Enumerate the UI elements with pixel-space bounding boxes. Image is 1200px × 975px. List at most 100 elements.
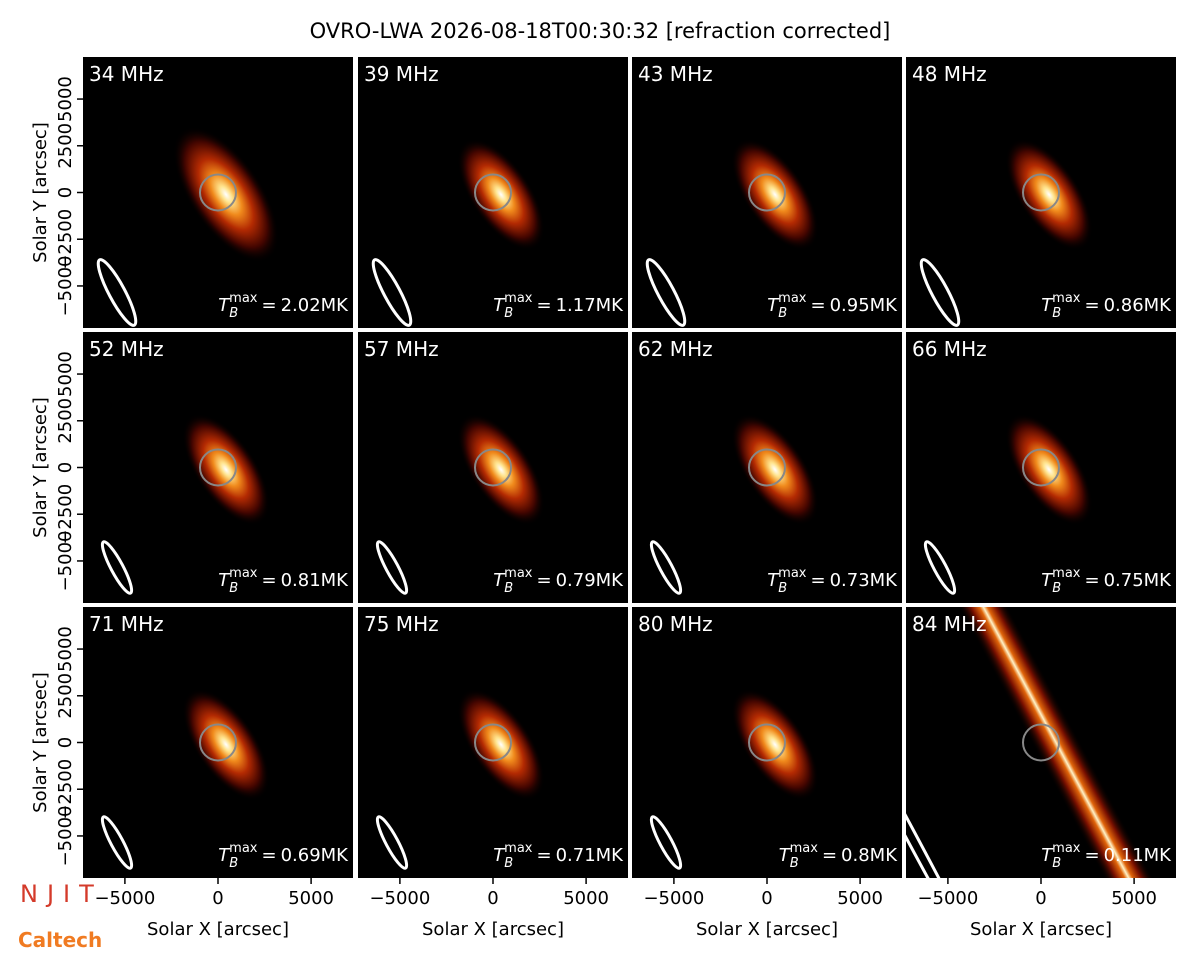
emission (1005, 138, 1093, 251)
solar-disk (1022, 448, 1060, 487)
panel: 43 MHz TBmax = 0.95MK (632, 57, 902, 328)
tb-equals: = (1084, 570, 1099, 591)
frequency-label: 52 MHz (89, 337, 164, 361)
tb-symbol: T (767, 570, 780, 591)
x-axis-label: Solar X [arcsec] (696, 919, 838, 940)
tb-sub: B (229, 306, 238, 321)
beam (96, 258, 138, 327)
y-tick-label: −5000 (55, 531, 76, 592)
tb-symbol: T (1041, 845, 1054, 866)
emission (457, 688, 545, 801)
x-tick-label: 0 (761, 888, 772, 909)
panel: 71 MHz TBmax = 0.69MK (83, 607, 353, 878)
solar-disk (199, 723, 237, 762)
y-tick-label: −5000 (55, 806, 76, 867)
tb-sub: B (229, 581, 238, 596)
tb-symbol: T (767, 295, 780, 316)
tb-value: 0.79MK (556, 570, 625, 591)
emission (731, 413, 819, 526)
beam (649, 540, 683, 595)
beam (375, 815, 409, 870)
x-tick-label: −5000 (94, 888, 155, 909)
tb-sup: max (790, 841, 819, 856)
solar-disk (748, 723, 786, 762)
tb-sup: max (504, 291, 533, 306)
beam (375, 540, 409, 595)
tb-max-label: TBmax = 0.81MK (218, 566, 349, 596)
frequency-label: 39 MHz (364, 62, 439, 86)
logo-caltech: Caltech (18, 928, 102, 952)
tb-max-label: TBmax = 0.71MK (493, 841, 624, 871)
x-tick-label: 0 (212, 888, 223, 909)
beam (645, 258, 687, 327)
tb-sup: max (1052, 841, 1081, 856)
tb-max-label: TBmax = 0.95MK (767, 291, 898, 321)
tb-sup: max (778, 566, 807, 581)
tb-symbol: T (779, 845, 792, 866)
panel: 39 MHz TBmax = 1.17MK (358, 57, 628, 328)
tb-equals: = (536, 845, 551, 866)
y-axis-label: Solar Y [arcsec] (30, 397, 51, 538)
x-tick-label: −5000 (917, 888, 978, 909)
tb-max-label: TBmax = 1.17MK (493, 291, 624, 321)
x-tick-label: −5000 (369, 888, 430, 909)
tb-value: 0.11MK (1104, 845, 1173, 866)
tb-max-label: TBmax = 0.11MK (1041, 841, 1172, 871)
tb-equals: = (536, 295, 551, 316)
y-tick-label: 5000 (55, 351, 76, 397)
x-tick-label: 5000 (288, 888, 334, 909)
frequency-label: 75 MHz (364, 612, 439, 636)
tb-value: 0.71MK (556, 845, 625, 866)
tb-value: 0.8MK (841, 845, 898, 866)
frequency-label: 57 MHz (364, 337, 439, 361)
y-tick-label: 2500 (55, 398, 76, 444)
solar-disk (199, 448, 237, 487)
panel: 80 MHz TBmax = 0.8MK (632, 607, 902, 878)
frequency-label: 71 MHz (89, 612, 164, 636)
tb-sub: B (778, 306, 787, 321)
tb-equals: = (810, 295, 825, 316)
emission (457, 138, 545, 251)
y-tick-label: 5000 (55, 626, 76, 672)
solar-disk (748, 173, 786, 212)
beam (923, 540, 957, 595)
tb-symbol: T (1041, 295, 1054, 316)
tb-max-label: TBmax = 2.02MK (218, 291, 349, 321)
y-tick-label: 5000 (55, 76, 76, 122)
panel: 84 MHz TBmax = 0.11MK (906, 607, 1176, 878)
tb-sup: max (229, 566, 258, 581)
tb-symbol: T (1041, 570, 1054, 591)
x-tick-label: 0 (487, 888, 498, 909)
tb-value: 0.86MK (1104, 295, 1173, 316)
tb-max-label: TBmax = 0.86MK (1041, 291, 1172, 321)
tb-equals: = (261, 570, 276, 591)
tb-equals: = (261, 295, 276, 316)
tb-sub: B (1052, 306, 1061, 321)
solar-disk (1022, 173, 1060, 212)
tb-sup: max (778, 291, 807, 306)
tb-sub: B (229, 856, 238, 871)
tb-equals: = (810, 570, 825, 591)
beam (100, 815, 134, 870)
y-tick-label: −2500 (55, 484, 76, 545)
tb-sub: B (504, 306, 513, 321)
solar-disk (1022, 723, 1060, 762)
y-tick-label: 0 (55, 737, 76, 748)
panel: 48 MHz TBmax = 0.86MK (906, 57, 1176, 328)
frequency-label: 84 MHz (912, 612, 987, 636)
panel: 52 MHz TBmax = 0.81MK (83, 332, 353, 603)
tb-sup: max (229, 841, 258, 856)
tb-symbol: T (218, 845, 231, 866)
tb-max-label: TBmax = 0.79MK (493, 566, 624, 596)
x-axis-label: Solar X [arcsec] (147, 919, 289, 940)
emission (182, 688, 270, 801)
solar-disk (474, 448, 512, 487)
tb-equals: = (1084, 295, 1099, 316)
tb-equals: = (822, 845, 837, 866)
tb-sub: B (1052, 856, 1061, 871)
frequency-label: 62 MHz (638, 337, 713, 361)
y-tick-label: 2500 (55, 123, 76, 169)
tb-sup: max (504, 566, 533, 581)
y-axis-label: Solar Y [arcsec] (30, 122, 51, 263)
